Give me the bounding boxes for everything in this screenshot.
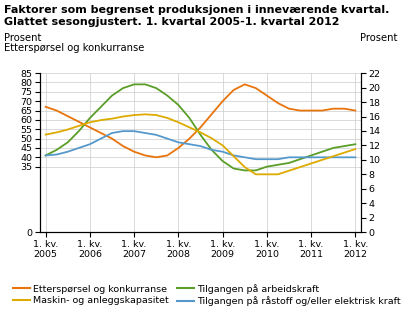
Text: Prosent: Prosent	[4, 33, 41, 43]
Legend: Etterspørsel og konkurranse, Maskin- og anleggskapasitet, Tilgangen på arbeidskr: Etterspørsel og konkurranse, Maskin- og …	[9, 280, 401, 310]
Text: Etterspørsel og konkurranse: Etterspørsel og konkurranse	[4, 43, 144, 53]
Text: Faktorer som begrenset produksjonen i inneværende kvartal.: Faktorer som begrenset produksjonen i in…	[4, 5, 389, 15]
Text: Glattet sesongjustert. 1. kvartal 2005-1. kvartal 2012: Glattet sesongjustert. 1. kvartal 2005-1…	[4, 17, 340, 27]
Text: Prosent: Prosent	[360, 33, 397, 43]
